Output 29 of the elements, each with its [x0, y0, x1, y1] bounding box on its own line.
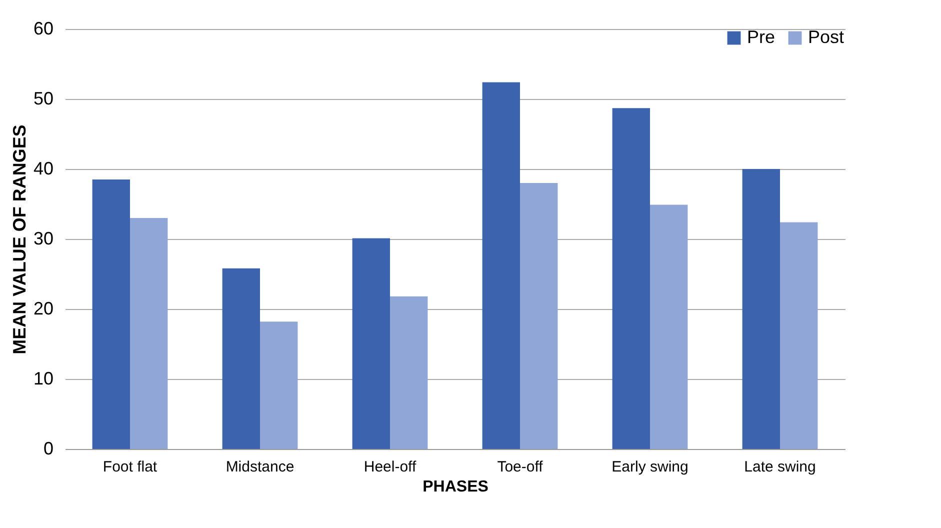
x-tick-label: Early swing	[612, 458, 688, 476]
legend-label: Pre	[747, 27, 776, 47]
y-tick-label: 40	[33, 158, 54, 178]
legend-label: Post	[808, 27, 844, 47]
x-tick-label: Foot flat	[102, 458, 158, 476]
bar	[260, 322, 298, 449]
bar	[780, 222, 818, 449]
bar	[612, 108, 650, 449]
x-tick-label: Midstance	[226, 458, 294, 476]
bar	[482, 82, 520, 449]
bar	[352, 238, 390, 449]
x-tick-label: Late swing	[744, 458, 816, 476]
y-tick-label: 20	[33, 298, 54, 318]
x-axis-title: PHASES	[422, 478, 489, 496]
y-tick-label: 50	[33, 88, 54, 108]
x-tick-label: Toe-off	[497, 458, 544, 476]
bar	[520, 183, 558, 449]
x-tick-label: Heel-off	[364, 458, 417, 476]
y-tick-label: 30	[33, 228, 54, 248]
y-tick-label: 60	[33, 18, 54, 38]
y-axis-title: MEAN VALUE OF RANGES	[9, 124, 30, 354]
bar	[742, 169, 780, 449]
bar	[390, 296, 428, 449]
bar	[92, 180, 130, 449]
bar	[222, 268, 260, 449]
y-tick-label: 0	[43, 438, 54, 458]
y-tick-label: 10	[33, 368, 54, 388]
bar	[650, 204, 688, 449]
bar	[130, 218, 168, 449]
